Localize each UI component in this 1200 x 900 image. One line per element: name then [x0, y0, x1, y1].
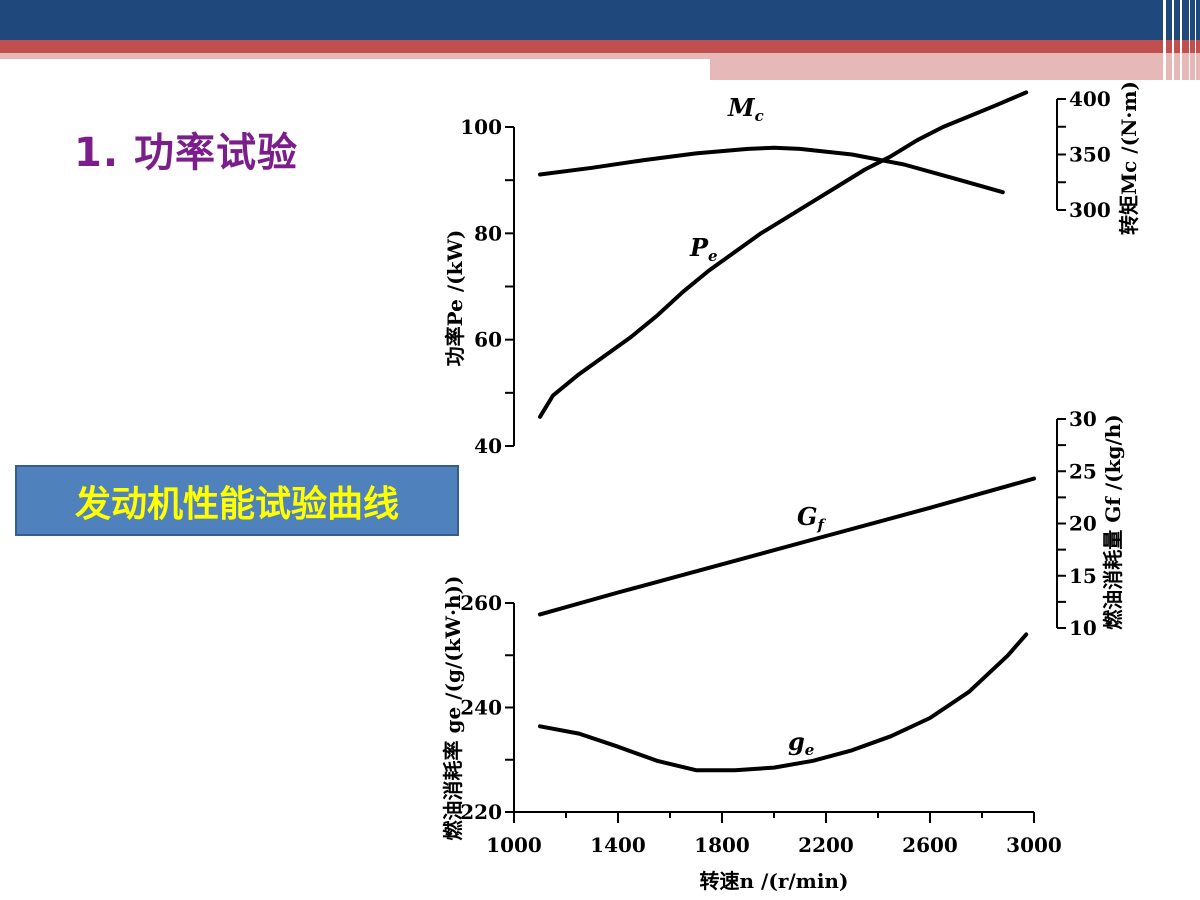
header-band-pink-right — [710, 59, 1200, 80]
fuel-rate-axis-title: 燃油消耗量 Gf /(kg/h) — [1101, 414, 1125, 630]
chart-labels: 转速n /(r/min) 功率Pe /(kW) 转矩Mc /(N·m) 燃油消耗量 G… — [441, 81, 1141, 893]
x-tick-label: 1400 — [590, 833, 646, 857]
x-axis-title: 转速n /(r/min) — [700, 869, 849, 893]
power-tick-label: 60 — [474, 328, 502, 352]
slide-title: 1. 功率试验 — [74, 130, 298, 176]
header-stripe — [1189, 0, 1190, 80]
fuel_rate-tick-label: 20 — [1069, 512, 1097, 536]
torque-tick-label: 300 — [1069, 198, 1111, 222]
fuel_rate-tick-label: 25 — [1069, 459, 1097, 483]
series-label-Mc: Mc — [727, 93, 764, 125]
header-stripe — [1163, 0, 1166, 80]
header-stripe — [1172, 0, 1174, 80]
header-stripe — [1180, 0, 1182, 80]
caption-box: 发动机性能试验曲线 — [15, 465, 459, 536]
series-label-Gf: Gf — [797, 502, 827, 534]
chart-curves — [538, 90, 1036, 773]
series-Pe-line — [538, 90, 1029, 419]
x-tick-label: 1800 — [694, 833, 750, 857]
torque-tick-label: 400 — [1069, 87, 1111, 111]
power-tick-label: 100 — [460, 115, 502, 139]
fuel_rate-tick-label: 30 — [1069, 407, 1097, 431]
bsfc-tick-label: 220 — [460, 800, 502, 824]
header-band-navy — [0, 0, 1200, 40]
series-Gf-line — [538, 476, 1036, 617]
chart-axes: 40 60 80 100 300 350 400 10 15 20 25 30 220 240 260 100… — [460, 87, 1111, 857]
x-tick-label: 3000 — [1006, 833, 1062, 857]
power-tick-label: 80 — [474, 221, 502, 245]
series-ge-line — [538, 632, 1029, 773]
series-label-ge: ge — [788, 727, 814, 759]
torque-axis-title: 转矩Mc /(N·m) — [1117, 81, 1141, 235]
power-tick-label: 40 — [474, 434, 502, 458]
x-tick-label: 2600 — [902, 833, 958, 857]
series-label-Pe: Pe — [689, 233, 718, 265]
header-band-red — [0, 40, 1200, 53]
power-axis-title: 功率Pe /(kW) — [443, 230, 467, 367]
torque-tick-label: 350 — [1069, 143, 1111, 167]
header-band-pink — [0, 53, 1200, 59]
header-stripe — [1195, 0, 1196, 80]
caption-text: 发动机性能试验曲线 — [74, 483, 399, 525]
bsfc-tick-label: 240 — [460, 696, 502, 720]
bsfc-tick-label: 260 — [460, 591, 502, 615]
bsfc-axis-title: 燃油消耗率 ge /(g/(kW·h)) — [441, 576, 465, 841]
x-tick-label: 2200 — [798, 833, 854, 857]
series-Mc-line — [538, 145, 1005, 195]
fuel_rate-tick-label: 10 — [1069, 616, 1097, 640]
fuel_rate-tick-label: 15 — [1069, 564, 1097, 588]
x-tick-label: 1000 — [486, 833, 542, 857]
